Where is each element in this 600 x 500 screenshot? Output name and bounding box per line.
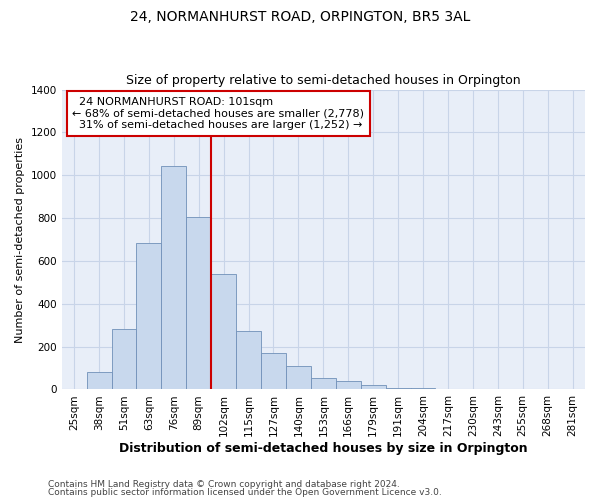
Text: 24 NORMANHURST ROAD: 101sqm
← 68% of semi-detached houses are smaller (2,778)
  : 24 NORMANHURST ROAD: 101sqm ← 68% of sem… [72, 97, 364, 130]
Bar [186, 217, 211, 390]
Bar [161, 166, 186, 390]
Bar [361, 385, 386, 390]
Bar [286, 366, 311, 390]
Bar [386, 388, 410, 390]
Bar [236, 330, 261, 390]
X-axis label: Distribution of semi-detached houses by size in Orpington: Distribution of semi-detached houses by … [119, 442, 527, 455]
Bar [86, 372, 112, 390]
Bar [136, 242, 161, 390]
Bar [211, 274, 236, 390]
Text: Contains public sector information licensed under the Open Government Licence v3: Contains public sector information licen… [48, 488, 442, 497]
Bar [112, 330, 136, 390]
Y-axis label: Number of semi-detached properties: Number of semi-detached properties [15, 136, 25, 342]
Bar [410, 388, 436, 390]
Bar [261, 353, 286, 390]
Bar [311, 378, 336, 390]
Bar [336, 382, 361, 390]
Text: 24, NORMANHURST ROAD, ORPINGTON, BR5 3AL: 24, NORMANHURST ROAD, ORPINGTON, BR5 3AL [130, 10, 470, 24]
Title: Size of property relative to semi-detached houses in Orpington: Size of property relative to semi-detach… [126, 74, 521, 87]
Text: Contains HM Land Registry data © Crown copyright and database right 2024.: Contains HM Land Registry data © Crown c… [48, 480, 400, 489]
